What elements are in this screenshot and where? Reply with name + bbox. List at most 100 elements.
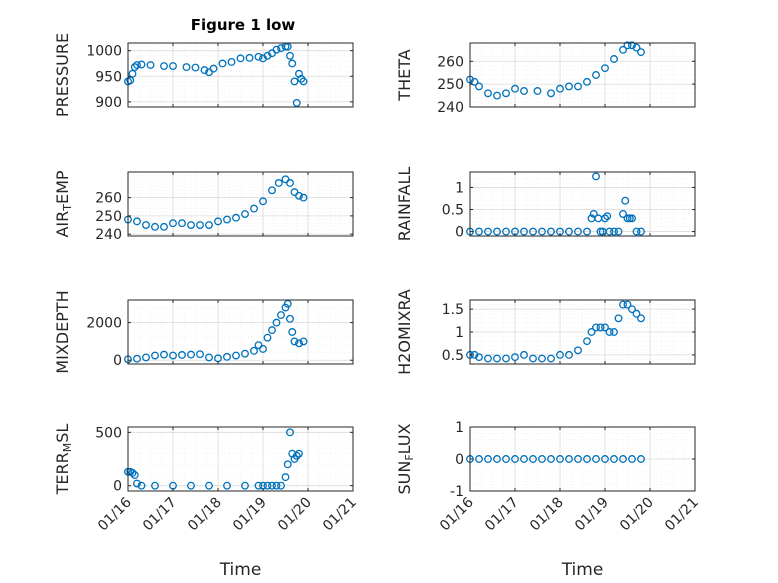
data-point [538,455,546,463]
data-point [146,61,155,69]
y-axis-label: AIRTEMP [53,170,74,237]
data-point [137,481,146,490]
data-point [493,455,501,463]
data-point [288,59,297,68]
data-point [583,455,591,463]
data-point [632,43,641,52]
data-point [288,328,297,336]
subplot-5: 0 2000 MIXDEPTH [53,290,354,374]
y-axis-label-part: TERR [53,452,72,495]
data-point [274,179,283,187]
y-tick-label: 0 [455,225,464,241]
data-point [286,179,294,187]
data-point [475,227,483,236]
data-point [160,350,168,359]
data-point [200,66,209,75]
data-point [254,481,263,490]
x-axis-label: Time [561,560,604,580]
data-point [574,455,582,463]
data-point [605,227,614,236]
axes-box [127,299,354,365]
data-point [223,481,231,490]
data-point [574,227,582,236]
plot-area [128,43,353,107]
data-point [511,84,519,93]
data-point [565,82,573,91]
data-point [601,214,609,223]
y-tick-label: 0 [113,479,122,495]
data-point [126,76,135,85]
data-point [295,339,303,348]
data-point [574,82,582,91]
x-tick-label: 01/20 [275,495,315,535]
y-axis-label: PRESSURE [53,33,72,117]
data-point [151,351,159,360]
data-point [601,64,609,73]
data-point [601,323,609,332]
data-point [632,309,641,318]
data-point [529,227,537,236]
data-point [151,222,159,231]
data-point [502,455,510,463]
data-point [286,51,294,60]
data-point [610,455,618,463]
data-point [601,455,609,463]
y-axis-label: TERRMSL [53,424,74,496]
data-point [596,323,605,332]
data-point [583,227,591,236]
axes-box [469,171,696,237]
y-tick-label: 260 [437,54,464,70]
data-point [241,349,249,358]
y-tick-label: 0.5 [442,348,464,364]
data-point [592,323,600,332]
data-point [268,481,276,490]
data-point [614,227,623,236]
data-point [502,354,510,363]
data-point [529,455,537,463]
axes-box [127,426,354,492]
y-tick-label: 1.5 [442,302,464,318]
data-point [475,353,483,362]
data-point [286,428,294,437]
data-point [160,222,168,231]
data-point [133,217,141,226]
data-point [245,53,254,62]
data-point [160,62,168,70]
data-point [259,344,267,353]
data-point [484,455,492,463]
y-axis-label: SUNFLUX [395,423,416,494]
data-point [556,455,564,463]
y-axis-label: H2OMIXRA [395,289,414,375]
data-point [205,481,213,490]
data-point [299,193,308,202]
data-point [587,328,596,336]
data-point [286,314,294,323]
data-point [623,41,632,50]
x-tick-label: 01/21 [320,495,360,535]
data-point [277,311,285,320]
y-tick-label: 250 [437,77,464,93]
data-point [565,455,573,463]
data-point [475,82,483,91]
x-tick-label: 01/19 [230,495,270,535]
data-point [205,353,213,362]
data-point [268,186,276,195]
y-axis-label-part: EMP [53,170,72,204]
x-tick-label: 01/19 [572,495,612,535]
y-tick-label: 1 [455,325,464,341]
data-point [637,455,645,463]
data-point [628,41,636,50]
y-tick-label: 0 [113,353,122,369]
data-point [133,61,141,69]
data-point [232,351,240,360]
y-tick-label: 250 [95,209,122,225]
subplot-6: 0.5 1 1.5 H2OMIXRA [395,289,696,375]
data-point [223,352,231,361]
data-point [187,350,195,359]
data-point [619,300,627,309]
y-axis-label-part: RAINFALL [395,167,414,242]
x-axis-label: Time [219,560,262,580]
subplot-4: 0 0.5 1 RAINFALL [395,167,696,242]
data-point [502,227,510,236]
x-tick-label: 01/16 [437,494,477,534]
